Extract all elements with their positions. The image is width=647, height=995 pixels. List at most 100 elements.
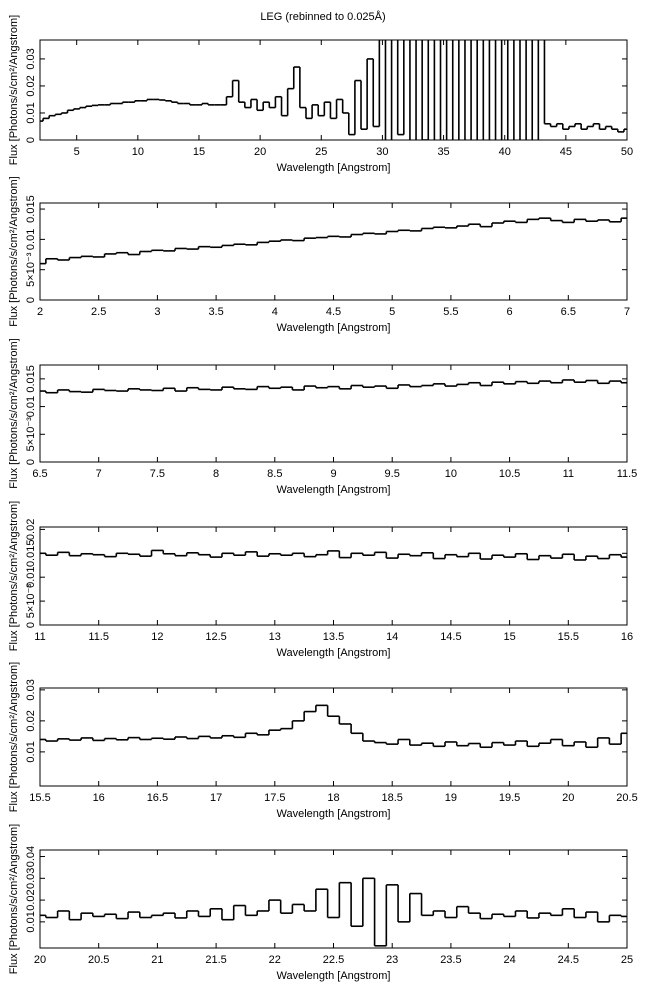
x-tick-label: 21 (151, 954, 163, 966)
y-tick-label: 0.02 (25, 519, 37, 540)
plot-frame (39, 364, 628, 463)
x-tick-label: 16.5 (147, 792, 168, 804)
y-tick-label: 0.01 (25, 396, 37, 417)
x-tick-label: 15 (193, 146, 205, 158)
x-tick-label: 10 (132, 146, 144, 158)
plot-area (40, 704, 627, 749)
x-tick-label: 10.5 (499, 468, 520, 480)
x-tick-label: 20 (254, 146, 266, 158)
y-tick-label: 0.015 (25, 365, 37, 393)
x-tick-label: 17.5 (264, 792, 285, 804)
x-tick-label: 15.5 (29, 792, 50, 804)
panel: 5 10 15 20 25 30 35 40 45 50 0 0.01 0.02 0.03 Waveleng… (8, 15, 633, 174)
x-tick-label: 3.5 (208, 306, 223, 318)
y-axis-label: Flux [Photons/s/cm²/Angstrom] (8, 662, 20, 812)
x-tick-label: 12.5 (205, 631, 226, 643)
x-tick-label: 16 (621, 631, 633, 643)
step-connector (45, 705, 622, 748)
x-tick-label: 15.5 (558, 631, 579, 643)
x-tick-label: 25 (315, 146, 327, 158)
x-tick-label: 13 (269, 631, 281, 643)
x-tick-label: 2 (37, 306, 43, 318)
x-tick-label: 11.5 (617, 468, 638, 480)
plot-area (40, 877, 627, 947)
x-tick-label: 45 (560, 146, 572, 158)
x-tick-label: 24 (503, 954, 515, 966)
x-tick-label: 22 (269, 954, 281, 966)
y-tick-label: 0.01 (25, 102, 37, 123)
step-connector (45, 379, 622, 393)
x-tick-label: 22.5 (323, 954, 344, 966)
step-connector (45, 550, 622, 560)
x-tick-label: 5 (389, 306, 395, 318)
x-tick-label: 12 (151, 631, 163, 643)
x-tick-label: 6 (507, 306, 513, 318)
panel: 6.5 7 7.5 8 8.5 9 9.5 10 10.5 11 11.5 0 5×10⁻³0.01 0.… (8, 338, 637, 496)
plot-area (40, 40, 627, 140)
x-tick-label: 5 (74, 146, 80, 158)
x-tick-label: 14 (386, 631, 398, 643)
panel: 11 11.5 12 12.5 13 13.5 14 14.5 15 15.5 1605×10⁻³0… (8, 501, 633, 659)
plot-area (40, 217, 627, 265)
panel: 2 2.5 3 3.5 4 4.5 5 5.5 6 6.5 7 0 5×10⁻³ 0.01 0.015 Wav… (8, 176, 630, 334)
plot-area (40, 379, 627, 394)
x-tick-label: 20 (34, 954, 46, 966)
x-tick-label: 24.5 (558, 954, 579, 966)
x-tick-label: 11.5 (88, 631, 109, 643)
y-tick-label: 0.01 (25, 741, 37, 762)
y-tick-label: 0 (25, 297, 37, 303)
plot-area (40, 549, 627, 561)
chart-title: LEG (rebinned to 0.025Å) (260, 10, 385, 23)
x-tick-label: 20 (562, 792, 574, 804)
plot-frame (39, 526, 628, 626)
y-tick-label: 0.03 (25, 48, 37, 69)
y-tick-label: 0.01 (25, 566, 37, 587)
x-axis-label: Wavelength [Angstrom] (277, 970, 391, 982)
x-tick-label: 5.5 (443, 306, 458, 318)
y-axis-label: Flux [Photons/s/cm²/Angstrom] (8, 501, 20, 651)
y-tick-label: 0.015 (25, 540, 37, 568)
x-tick-label: 2.5 (91, 306, 106, 318)
x-tick-label: 50 (621, 146, 633, 158)
x-tick-label: 23 (386, 954, 398, 966)
x-tick-label: 17 (210, 792, 222, 804)
x-tick-label: 7 (624, 306, 630, 318)
y-tick-label: 0.04 (25, 846, 37, 867)
plot-frame (39, 39, 628, 141)
x-tick-label: 25 (621, 954, 633, 966)
step-connector (45, 218, 622, 264)
step-connector (45, 878, 622, 946)
x-tick-label: 40 (499, 146, 511, 158)
x-tick-label: 11 (563, 468, 574, 480)
y-tick-label: 0.01 (25, 911, 37, 932)
y-tick-label: 0.02 (25, 710, 37, 731)
x-tick-label: 8 (213, 468, 219, 480)
panel: 20 20.5 21 21.5 22 22.5 23 23.5 24 24.5 25 0.010.02… (8, 824, 633, 982)
x-axis-label: Wavelength [Angstrom] (277, 484, 391, 496)
x-tick-label: 11 (34, 631, 45, 643)
y-tick-label: 5×10⁻³ (25, 417, 37, 452)
y-tick-label: 0.015 (25, 195, 37, 223)
x-axis-label: Wavelength [Angstrom] (277, 322, 391, 334)
x-tick-label: 15 (503, 631, 515, 643)
y-tick-label: 5×10⁻³ (25, 252, 37, 287)
x-tick-label: 7 (96, 468, 102, 480)
y-axis-label: Flux [Photons/s/cm²/Angstrom] (8, 824, 20, 974)
x-tick-label: 16 (93, 792, 105, 804)
y-axis-label: Flux [Photons/s/cm²/Angstrom] (8, 338, 20, 488)
x-tick-label: 30 (376, 146, 388, 158)
y-tick-label: 0.02 (25, 889, 37, 910)
x-tick-label: 6.5 (561, 306, 576, 318)
y-axis-label: Flux [Photons/s/cm²/Angstrom] (8, 176, 20, 326)
panel: 15.5 16 16.5 17 17.5 18 18.5 19 19.5 20 20.5 0.01 0.… (8, 662, 638, 820)
x-tick-label: 9 (330, 468, 336, 480)
x-tick-label: 3 (154, 306, 160, 318)
x-tick-label: 18 (327, 792, 339, 804)
x-tick-label: 4 (272, 306, 278, 318)
x-tick-label: 20.5 (88, 954, 109, 966)
x-axis-label: Wavelength [Angstrom] (277, 808, 391, 820)
y-tick-label: 0.03 (25, 868, 37, 889)
x-tick-label: 6.5 (32, 468, 47, 480)
y-tick-label: 0.01 (25, 229, 37, 250)
